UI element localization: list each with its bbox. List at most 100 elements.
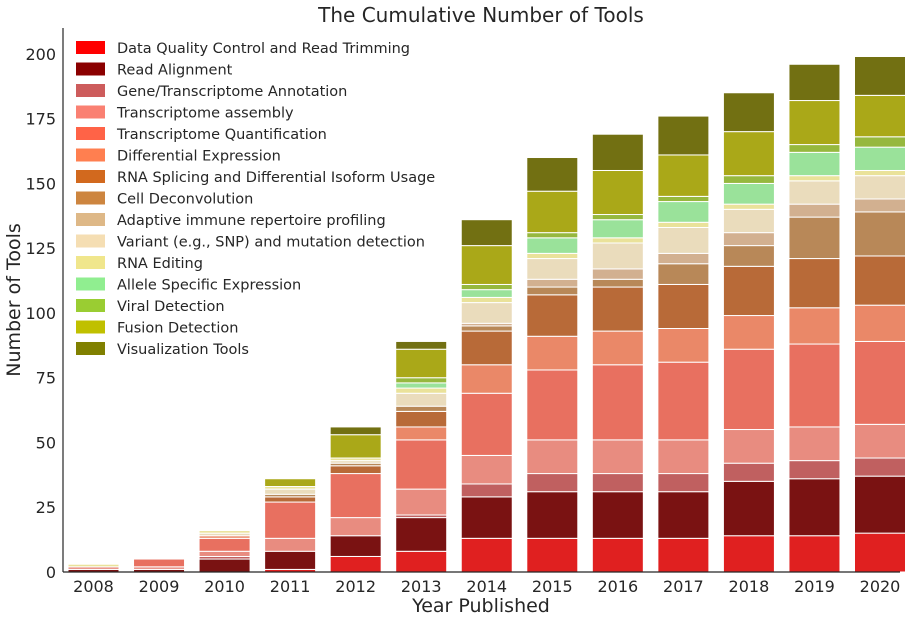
bar-segment [526, 278, 579, 288]
legend-label: Variant (e.g., SNP) and mutation detecti… [117, 235, 425, 251]
y-tick-label: 100 [25, 304, 56, 323]
bar-segment [591, 219, 644, 239]
bar-segment [526, 537, 579, 573]
bar-segment [722, 535, 775, 573]
bar-segment [657, 491, 710, 539]
bar-segment [264, 537, 317, 552]
x-tick-label: 2008 [73, 577, 114, 596]
bar-segment [854, 56, 906, 96]
bar-segment [460, 283, 513, 291]
bar-segment [591, 491, 644, 539]
y-tick-label: 125 [25, 239, 56, 258]
x-tick-label: 2014 [466, 577, 507, 596]
bar-segment [854, 423, 906, 459]
legend-label: Transcriptome Quantification [116, 127, 327, 143]
bar-segment [854, 94, 906, 138]
bar-segment [788, 203, 841, 218]
bar-segment [264, 496, 317, 503]
x-tick-label: 2019 [794, 577, 835, 596]
bar-segment [591, 330, 644, 366]
bar-segment [460, 302, 513, 324]
y-tick-label: 0 [46, 563, 56, 582]
bar-segment [395, 392, 448, 407]
bar-segment [395, 387, 448, 394]
bar-segment [722, 175, 775, 184]
bar-segment [395, 348, 448, 379]
x-tick-label: 2013 [401, 577, 442, 596]
legend-swatch [76, 299, 105, 312]
x-tick-label: 2017 [663, 577, 704, 596]
bar-segment [460, 392, 513, 456]
bar-segment [722, 182, 775, 205]
bar-segment [526, 491, 579, 539]
bar-segment [591, 169, 644, 216]
bar-segment [657, 154, 710, 197]
x-tick-labels: 2008 2009 2010 2011 2012 2013 2014 2015 2016 2017… [73, 577, 900, 596]
bar-segment [526, 473, 579, 493]
bar-segment [395, 377, 448, 384]
legend-label: Visualization Tools [117, 342, 249, 358]
bar-segment [395, 340, 448, 350]
legend-label: Viral Detection [117, 299, 225, 315]
bar-segment [67, 563, 120, 568]
bar-segment [722, 245, 775, 267]
bar-segment [657, 221, 710, 228]
bar-segment [722, 480, 775, 537]
legend-label: Data Quality Control and Read Trimming [117, 41, 410, 57]
x-tick-label: 2009 [139, 577, 180, 596]
bar-segment [722, 429, 775, 464]
bar-segment [854, 211, 906, 257]
bar-segment [264, 478, 317, 488]
legend-swatch [76, 234, 105, 248]
bar-segment [788, 426, 841, 462]
bar-segment [854, 532, 906, 573]
legend: Data Quality Control and Read Trimming Re… [76, 41, 435, 358]
bar-segment [460, 483, 513, 498]
bar-segment [329, 473, 382, 519]
bar-segment [788, 343, 841, 428]
legend-label: Transcriptome assembly [116, 106, 294, 122]
bar-segment [460, 289, 513, 298]
x-tick-label: 2018 [729, 577, 770, 596]
bar-segment [526, 190, 579, 234]
bar-segment [591, 268, 644, 280]
legend-label: Read Alignment [117, 63, 233, 79]
legend-label: Gene/Transcriptome Annotation [117, 84, 347, 100]
bar-segment [722, 92, 775, 133]
bar-segment [657, 195, 710, 203]
bar-segment [526, 286, 579, 296]
bar-segment [722, 208, 775, 234]
legend-label: Allele Specific Expression [117, 278, 301, 294]
y-tick-label: 25 [36, 498, 56, 517]
bar-segment [329, 535, 382, 557]
legend-swatch [76, 84, 105, 97]
bar-segment [460, 496, 513, 539]
bar-segment [264, 550, 317, 570]
legend-label: Cell Deconvolution [117, 192, 253, 208]
legend-swatch [76, 105, 105, 119]
bar-segment [657, 283, 710, 329]
bar-segment [722, 462, 775, 482]
bar-segment [854, 340, 906, 425]
bar-segment [526, 335, 579, 371]
x-tick-label: 2012 [335, 577, 376, 596]
bar-segment [198, 530, 251, 534]
bar-segment [133, 558, 186, 568]
legend-swatch [76, 256, 105, 269]
bar-segment [657, 439, 710, 475]
bar-segment [722, 265, 775, 317]
bar-segment [657, 361, 710, 441]
bar-segment [788, 307, 841, 345]
bar-segment [198, 558, 251, 573]
bar-area [67, 56, 906, 573]
bar-segment [657, 226, 710, 254]
bar-segment [526, 369, 579, 441]
bar-segment [526, 237, 579, 254]
bar-segment [657, 263, 710, 285]
bar-segment [788, 144, 841, 153]
bar-segment [788, 180, 841, 205]
legend-swatch [76, 62, 105, 76]
bar-segment [591, 242, 644, 270]
bar-segment [788, 63, 841, 102]
bar-segment [854, 169, 906, 177]
